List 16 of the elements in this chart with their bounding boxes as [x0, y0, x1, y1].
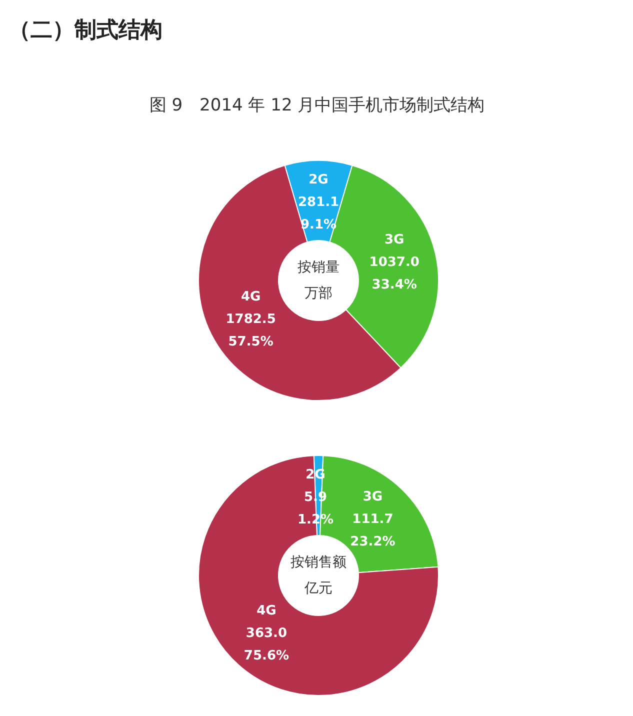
chart-title: 图 9 2014 年 12 月中国手机市场制式结构 — [149, 96, 485, 116]
slice-label: 4G — [256, 604, 276, 619]
slice-label: 2G — [308, 172, 328, 188]
slice-label: 3G — [362, 489, 383, 504]
data-label: 111.7 23.2% — [350, 512, 396, 550]
slice-label: 2G — [306, 468, 326, 482]
text: 亿元 — [304, 580, 332, 596]
text: 按销售额 — [290, 554, 346, 570]
text: （二）制式结构 — [8, 18, 162, 43]
data-label: 1037.0 33.4% — [369, 254, 420, 292]
slice-label: 4G — [240, 289, 261, 304]
text: 万部 — [304, 286, 332, 302]
slice-label: 3G — [384, 232, 404, 248]
text: 按销量 — [298, 260, 340, 276]
data-label: 1782.5 57.5% — [226, 312, 276, 350]
data-label: 363.0 75.6% — [244, 626, 290, 664]
